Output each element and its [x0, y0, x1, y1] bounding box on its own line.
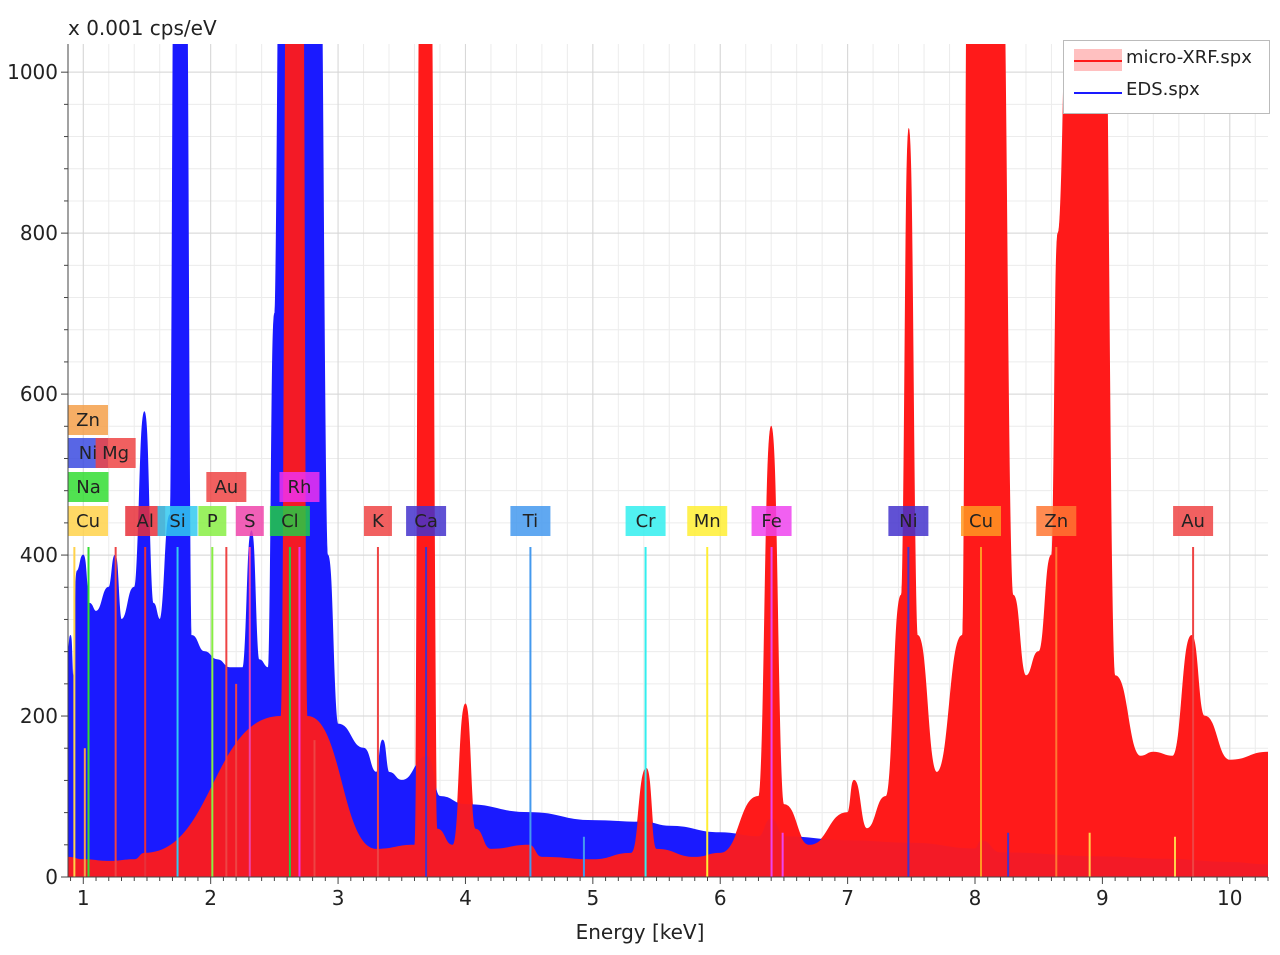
- element-tag-label: Al: [137, 511, 154, 532]
- element-tag-box: [95, 438, 136, 468]
- element-tag-box: [1036, 506, 1077, 536]
- element-tag-fe: Fe: [751, 506, 792, 536]
- x-tick-label: 8: [969, 886, 982, 910]
- element-tag-box: [68, 506, 108, 536]
- element-tag-zn: Zn: [68, 405, 108, 435]
- legend-item-xrf: micro-XRF.spx: [1072, 45, 1267, 71]
- element-tag-label: Cr: [636, 511, 657, 532]
- element-tag-ni: Ni: [888, 506, 929, 536]
- element-tag-label: Fe: [761, 511, 781, 532]
- x-tick-label: 7: [841, 886, 854, 910]
- element-tag-na: Na: [68, 472, 109, 502]
- element-tag-label: Au: [214, 477, 238, 498]
- element-tag-box: [198, 506, 227, 536]
- element-tag-label: S: [244, 511, 255, 532]
- element-marker-lines: [73, 547, 1195, 877]
- x-tick-label: 10: [1217, 886, 1242, 910]
- element-tag-label: Au: [1181, 511, 1205, 532]
- element-tag-label: Cu: [76, 511, 100, 532]
- element-tag-mg: Mg: [95, 438, 136, 468]
- element-tag-box: [406, 506, 447, 536]
- element-tag-label: P: [207, 511, 218, 532]
- element-tag-box: [157, 506, 198, 536]
- element-tag-box: [687, 506, 728, 536]
- element-tag-cu: Cu: [68, 506, 108, 536]
- legend-label-eds: EDS.spx: [1126, 79, 1200, 100]
- element-tag-au: Au: [1173, 506, 1214, 536]
- element-tag-box: [68, 405, 108, 435]
- element-tag-label: Si: [169, 511, 185, 532]
- element-tag-box: [960, 506, 1001, 536]
- element-tag-box: [1173, 506, 1214, 536]
- element-tag-box: [751, 506, 792, 536]
- element-tag-label: Rh: [288, 477, 312, 498]
- element-tag-rh: Rh: [279, 472, 320, 502]
- element-tag-label: K: [372, 511, 385, 532]
- element-tag-box: [510, 506, 551, 536]
- y-tick-label: 1000: [7, 60, 58, 84]
- series-area-micro-xrf-overlay: [68, 44, 1268, 877]
- axes: 0 200 400 600 800 1000 1 2 3 4 5 6 7 8 9 10: [7, 44, 1269, 910]
- element-tag-label: Ni: [899, 511, 917, 532]
- legend: micro-XRF.spx EDS.spx: [1063, 40, 1270, 114]
- element-tag-ca: Ca: [406, 506, 447, 536]
- element-tag-label: Ti: [522, 511, 538, 532]
- element-tag-label: Mg: [102, 443, 129, 464]
- legend-label-xrf: micro-XRF.spx: [1126, 47, 1252, 68]
- element-tag-cl: Cl: [269, 506, 310, 536]
- x-tick-label: 4: [459, 886, 472, 910]
- element-tag-label: Mn: [694, 511, 721, 532]
- element-tag-label: Cl: [281, 511, 299, 532]
- x-tick-label: 6: [714, 886, 727, 910]
- x-axis-title: Energy [keV]: [575, 920, 705, 944]
- y-tick-label: 0: [45, 865, 58, 889]
- element-tag-au: Au: [206, 472, 247, 502]
- x-tick-label: 3: [332, 886, 345, 910]
- y-tick-label: 200: [20, 704, 58, 728]
- y-tick-label: 400: [20, 543, 58, 567]
- element-tag-box: [68, 472, 109, 502]
- element-tag-label: Ni: [79, 443, 97, 464]
- element-tag-label: Zn: [1044, 511, 1068, 532]
- x-tick-label: 9: [1096, 886, 1109, 910]
- element-tag-k: K: [363, 506, 392, 536]
- spectrum-areas: [68, 44, 1268, 877]
- element-tag-box: [206, 472, 247, 502]
- element-tag-box: [279, 472, 320, 502]
- element-tag-label: Na: [76, 477, 101, 498]
- x-tick-label: 1: [77, 886, 90, 910]
- element-tag-zn: Zn: [1036, 506, 1077, 536]
- y-tick-label: 800: [20, 221, 58, 245]
- y-tick-label: 600: [20, 382, 58, 406]
- x-tick-label: 2: [204, 886, 217, 910]
- element-tag-box: [888, 506, 929, 536]
- element-tag-cr: Cr: [625, 506, 666, 536]
- element-tag-box: [625, 506, 666, 536]
- element-tag-box: [269, 506, 310, 536]
- element-tag-ti: Ti: [510, 506, 551, 536]
- element-tag-label: Cu: [969, 511, 993, 532]
- element-tag-box: [235, 506, 264, 536]
- legend-line-xrf: [1074, 60, 1122, 62]
- element-tag-s: S: [235, 506, 264, 536]
- element-tag-si: Si: [157, 506, 198, 536]
- legend-item-eds: EDS.spx: [1072, 77, 1267, 103]
- element-tag-p: P: [198, 506, 227, 536]
- element-tag-label: Zn: [76, 410, 100, 431]
- legend-line-eds: [1074, 92, 1122, 94]
- x-tick-label: 5: [586, 886, 599, 910]
- element-tag-mn: Mn: [687, 506, 728, 536]
- element-tag-label: Ca: [414, 511, 438, 532]
- y-axis-title: x 0.001 cps/eV: [68, 16, 217, 40]
- element-tag-cu: Cu: [960, 506, 1001, 536]
- element-tag-box: [363, 506, 392, 536]
